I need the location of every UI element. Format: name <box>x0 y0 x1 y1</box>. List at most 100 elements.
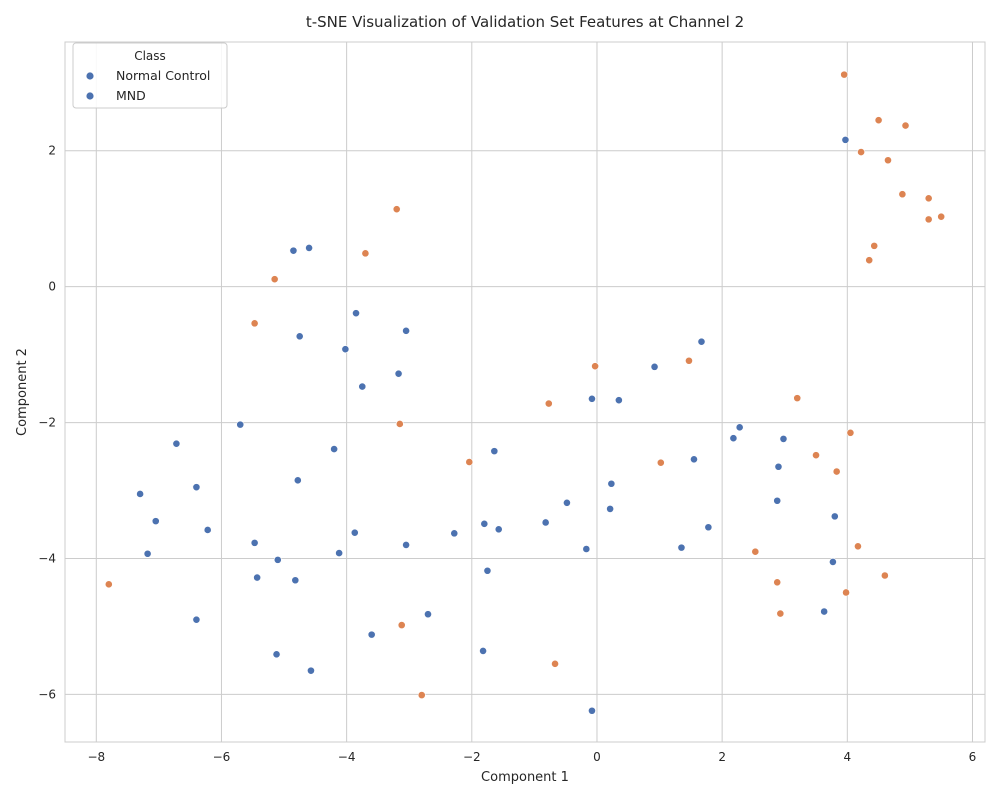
scatter-point-series-2 <box>840 70 849 79</box>
scatter-point-series-2 <box>880 571 889 580</box>
x-tick-labels: −8 −6 −4 −2 0 2 4 6 <box>87 750 976 764</box>
scatter-point-series-1 <box>350 528 359 537</box>
x-tick-label: −8 <box>87 750 105 764</box>
scatter-point-series-1 <box>335 549 344 557</box>
scatter-point-series-1 <box>236 420 245 429</box>
scatter-point-series-2 <box>591 362 599 371</box>
scatter-point-series-2 <box>846 428 855 437</box>
y-tick-label: 0 <box>48 280 56 294</box>
scatter-point-series-2 <box>465 458 474 466</box>
scatter-point-series-1 <box>307 666 315 675</box>
scatter-point-series-2 <box>857 148 865 156</box>
plot-area-frame <box>64 41 986 743</box>
scatter-point-series-2 <box>544 399 553 408</box>
scatter-point-series-1 <box>203 526 212 534</box>
scatter-point-series-1 <box>697 337 706 346</box>
y-axis-label: Component 2 <box>15 348 30 436</box>
scatter-point-series-2 <box>361 249 370 258</box>
scatter-point-series-1 <box>614 396 623 405</box>
scatter-point-series-2 <box>104 580 113 589</box>
scatter-point-series-1 <box>841 135 850 144</box>
x-axis-label: Component 1 <box>481 770 569 785</box>
x-tick-label: 2 <box>718 750 726 764</box>
y-tick-labels: −6 −4 −2 0 2 <box>38 144 56 702</box>
scatter-point-series-2 <box>551 659 559 668</box>
scatter-point-series-1 <box>735 423 744 432</box>
scatter-point-series-1 <box>330 445 339 453</box>
scatter-point-series-1 <box>829 558 837 566</box>
legend-box <box>72 42 228 109</box>
scatter-point-series-2 <box>854 542 862 551</box>
scatter-point-series-1 <box>272 650 281 659</box>
scatter-point-series-2 <box>656 458 665 467</box>
scatter-point-series-1 <box>402 326 410 335</box>
scatter-point-series-1 <box>582 545 591 553</box>
scatter-point-series-2 <box>937 212 946 221</box>
scatter-point-series-2 <box>874 116 883 125</box>
legend-label-mnd: MND <box>116 88 146 103</box>
scatter-point-series-1 <box>490 447 499 456</box>
scatter-point-series-1 <box>352 309 360 318</box>
scatter-point-series-1 <box>830 512 839 521</box>
scatter-point-series-1 <box>295 332 304 341</box>
scatter-point-series-2 <box>270 275 279 284</box>
scatter-point-series-1 <box>677 543 686 552</box>
scatter-point-series-1 <box>704 523 713 532</box>
scatter-point-series-1 <box>588 706 596 715</box>
y-tick-label: −6 <box>38 687 56 701</box>
scatter-point-series-1 <box>690 455 698 464</box>
scatter-point-series-2 <box>250 319 259 328</box>
scatter-point-series-2 <box>751 547 760 556</box>
scatter-point-series-2 <box>924 194 933 203</box>
scatter-point-series-1 <box>291 576 300 585</box>
legend-label-normal-control: Normal Control <box>116 68 210 83</box>
x-tick-label: −4 <box>338 750 356 764</box>
scatter-point-series-2 <box>884 156 892 165</box>
scatter-point-series-2 <box>395 420 404 428</box>
scatter-point-series-1 <box>192 483 201 492</box>
legend-marker-normal-control <box>86 72 94 80</box>
scatter-point-series-1 <box>136 490 145 498</box>
scatter-point-series-2 <box>812 451 820 460</box>
scatter-point-series-1 <box>151 517 160 526</box>
scatter-point-series-2 <box>397 621 406 630</box>
scatter-point-series-2 <box>392 205 401 214</box>
y-tick-label: 2 <box>48 144 56 158</box>
scatter-point-series-2 <box>793 394 802 403</box>
scatter-point-series-1 <box>820 607 829 616</box>
scatter-point-series-2 <box>870 241 879 250</box>
scatter-point-series-1 <box>367 630 376 639</box>
scatter-point-series-2 <box>773 578 782 587</box>
scatter-point-series-2 <box>685 356 693 365</box>
scatter-point-series-1 <box>483 566 492 575</box>
x-tick-label: 4 <box>843 750 851 764</box>
y-tick-label: −2 <box>38 416 56 430</box>
legend-marker-mnd <box>86 92 94 100</box>
scatter-point-series-1 <box>394 369 403 378</box>
scatter-point-series-1 <box>273 555 282 564</box>
scatter-point-series-1 <box>588 394 596 403</box>
scatter-point-series-1 <box>192 615 201 624</box>
scatter-point-series-1 <box>650 362 659 371</box>
scatter-point-series-1 <box>250 538 259 547</box>
scatter-point-series-2 <box>865 256 874 265</box>
scatter-point-series-2 <box>776 609 785 618</box>
x-tick-label: −6 <box>213 750 231 764</box>
scatter-point-series-1 <box>480 519 489 528</box>
data-points <box>104 70 946 715</box>
scatter-point-series-1 <box>402 541 410 549</box>
scatter-point-series-1 <box>143 549 152 558</box>
x-tick-label: 0 <box>593 750 601 764</box>
scatter-point-series-1 <box>563 498 571 507</box>
scatter-point-series-1 <box>479 647 487 655</box>
scatter-point-series-1 <box>606 504 615 513</box>
scatter-point-series-1 <box>541 518 550 527</box>
scatter-point-series-1 <box>172 439 181 448</box>
scatter-point-series-1 <box>305 244 313 252</box>
scatter-point-series-1 <box>358 382 367 391</box>
scatter-point-series-1 <box>607 479 616 488</box>
scatter-point-series-2 <box>842 588 850 597</box>
scatter-point-series-2 <box>898 190 907 199</box>
